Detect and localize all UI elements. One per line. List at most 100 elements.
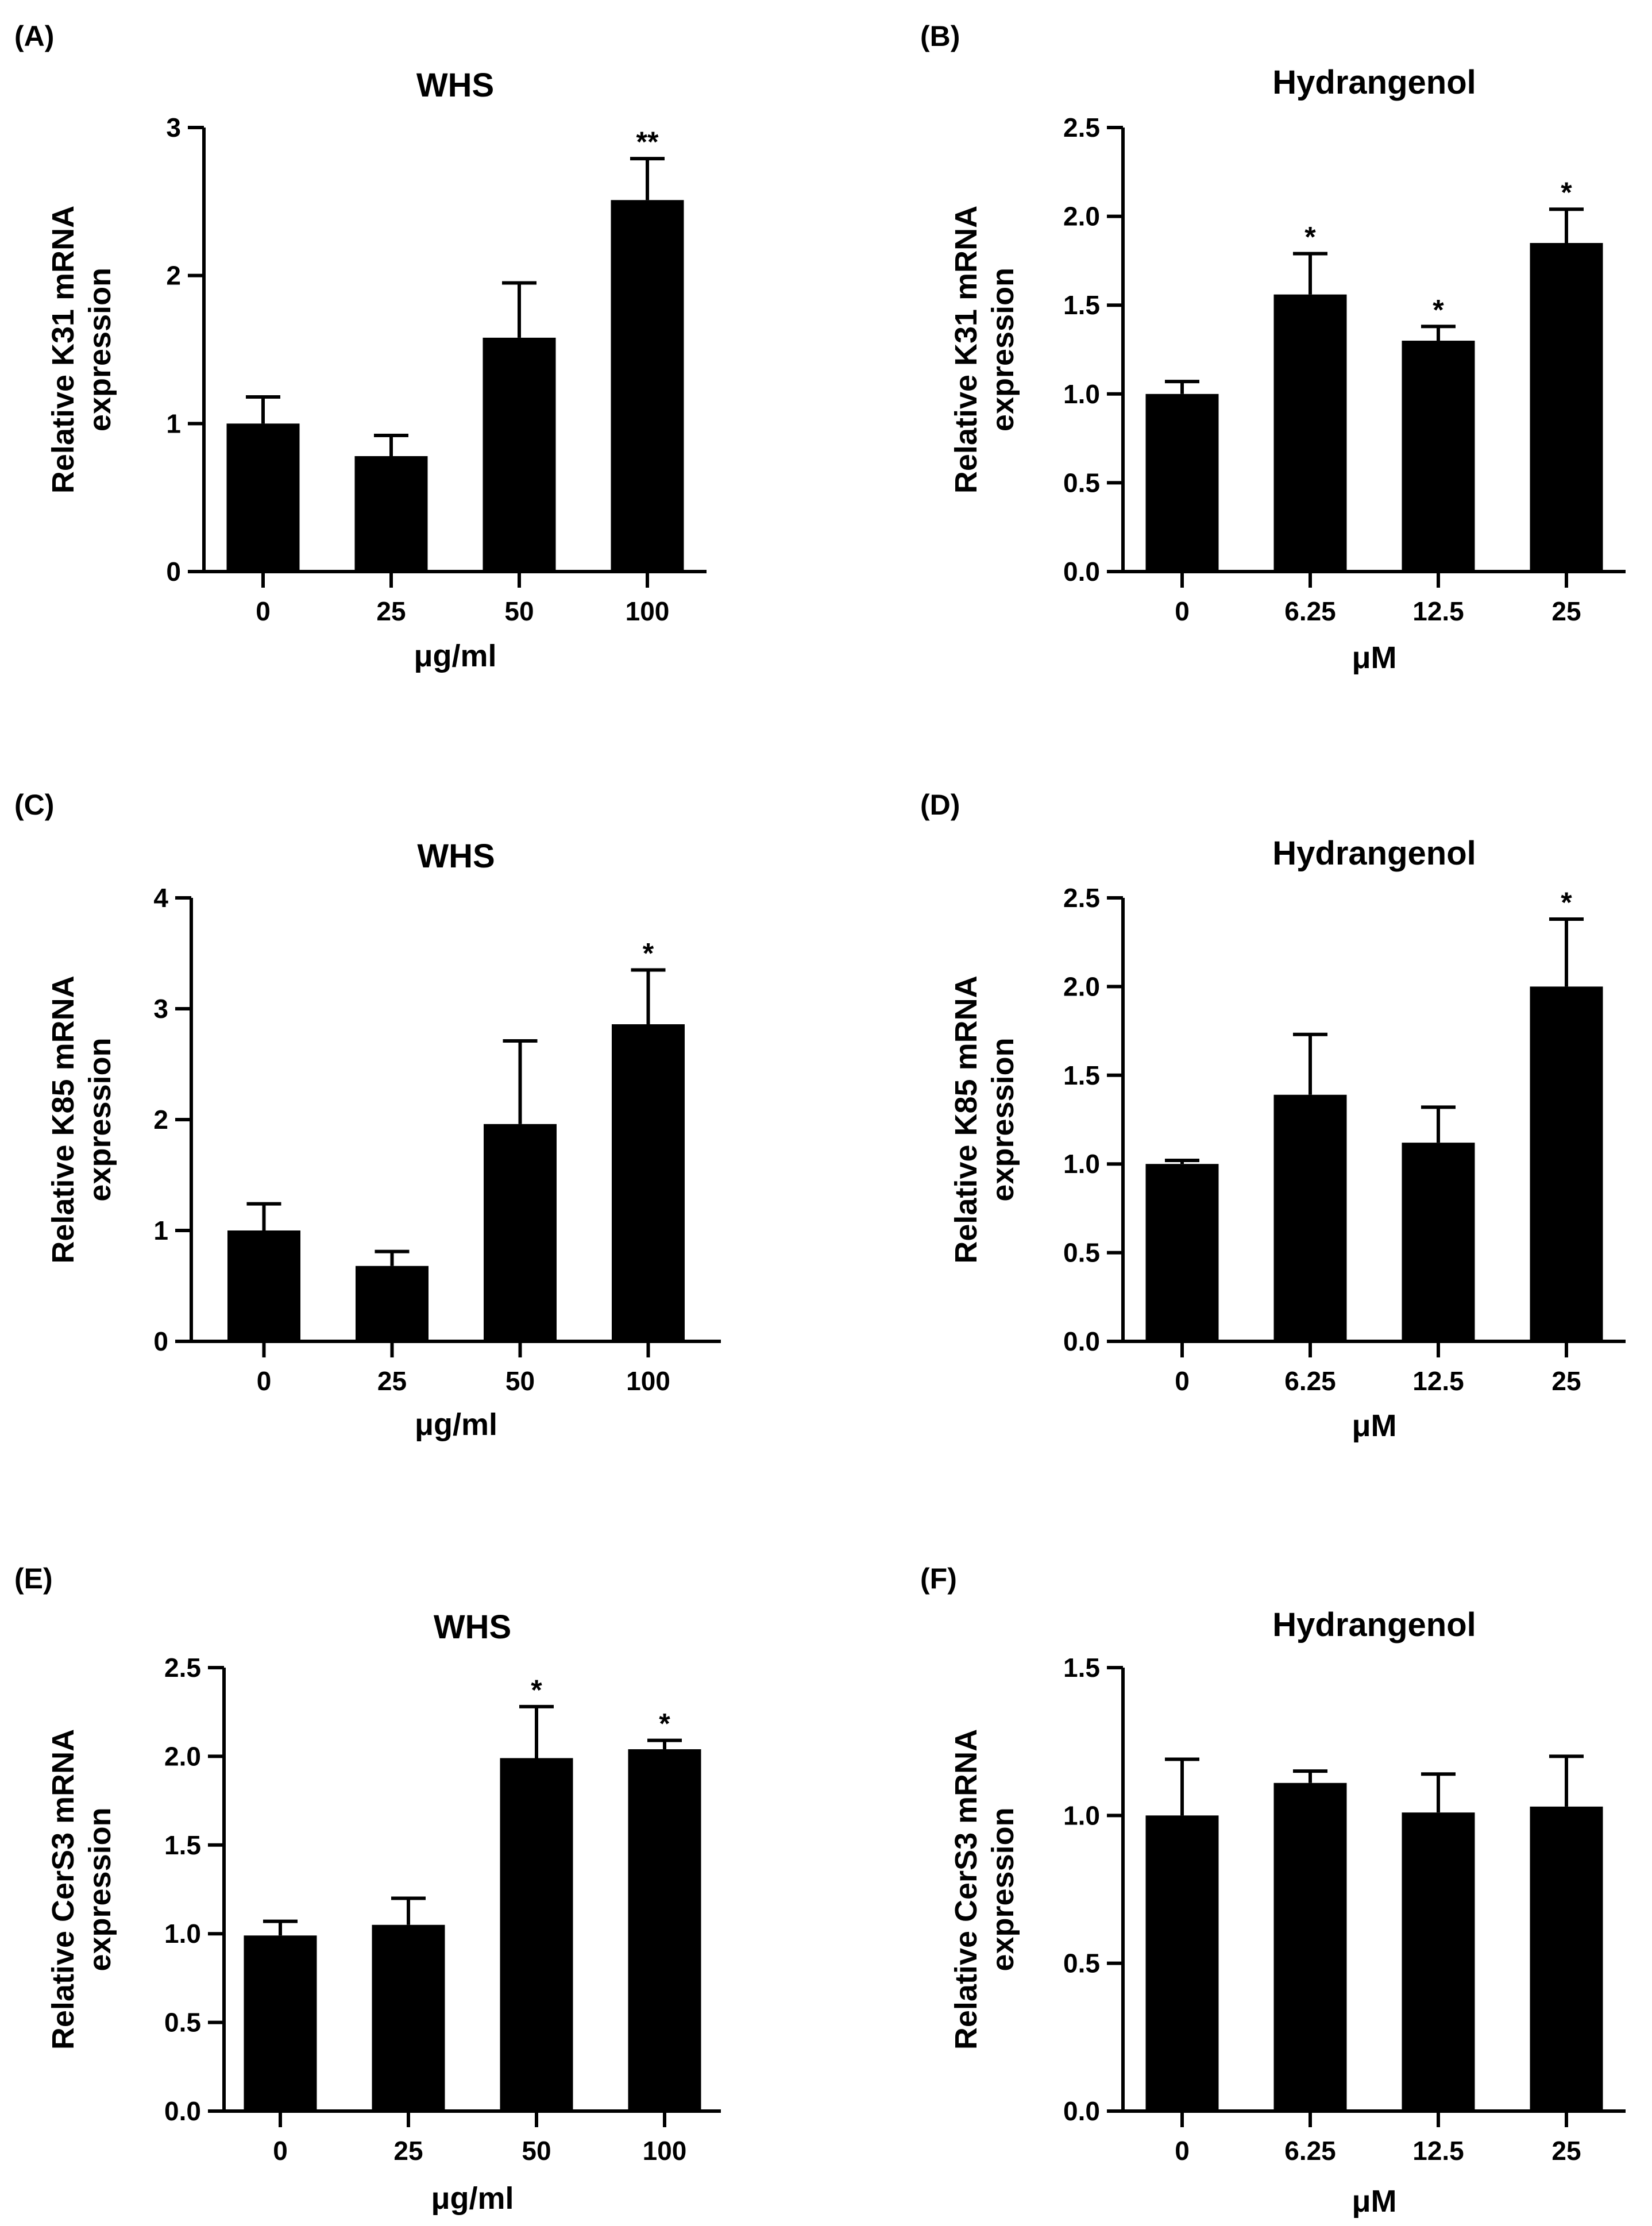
- bar: [1530, 1806, 1603, 2111]
- panel-a: (A) WHS 0 1 2 3 0 25 50 100 ** μg/ml Relative K31 mR…: [14, 20, 707, 673]
- x-tick-label: 50: [504, 596, 534, 626]
- x-tick-label: 25: [1551, 596, 1581, 626]
- bar: [1402, 1812, 1475, 2111]
- significance-marker: *: [1304, 221, 1316, 253]
- bar: [611, 200, 684, 572]
- significance-marker: *: [659, 1708, 670, 1740]
- bar: [1273, 294, 1347, 572]
- bar: [1530, 242, 1603, 572]
- y-tick-label: 2: [166, 261, 181, 291]
- x-tick-label: 12.5: [1412, 2136, 1464, 2166]
- panel-c: (C) WHS 0 1 2 3 4 0 25 50 100 * μg/ml Relative K85 mR…: [14, 789, 721, 1442]
- y-axis-label-line: Relative K85 mRNA: [46, 975, 80, 1263]
- significance-marker: *: [1561, 886, 1572, 919]
- bar: [500, 1758, 573, 2111]
- y-tick-label: 3: [153, 994, 168, 1024]
- significance-marker: **: [636, 126, 659, 158]
- panel-label: (F): [920, 1563, 957, 1595]
- y-axis-label-line: expression: [986, 1807, 1020, 1971]
- y-tick-label: 1.0: [1063, 1800, 1100, 1830]
- x-tick-label: 50: [522, 2136, 551, 2166]
- y-axis-label: Relative K85 mRNAexpression: [949, 975, 1020, 1263]
- x-tick-label: 50: [505, 1366, 535, 1396]
- bar: [1145, 393, 1219, 572]
- y-tick-label: 0.0: [1063, 557, 1100, 587]
- x-tick-label: 100: [626, 1366, 670, 1396]
- panel-label: (E): [14, 1563, 53, 1595]
- y-axis-label-line: expression: [83, 268, 117, 431]
- bar: [628, 1749, 701, 2111]
- x-tick-label: 0: [257, 1366, 272, 1396]
- x-tick-label: 25: [393, 2136, 423, 2166]
- y-tick-label: 1.0: [164, 1919, 201, 1949]
- bar: [227, 1230, 300, 1341]
- y-axis-label-line: Relative K31 mRNA: [46, 206, 80, 493]
- significance-marker: *: [643, 937, 654, 969]
- x-tick-label: 0: [1175, 1366, 1190, 1396]
- y-tick-label: 1: [166, 408, 181, 438]
- x-tick-label: 25: [1551, 2136, 1581, 2166]
- x-axis-label: μg/ml: [415, 1407, 497, 1442]
- chart-title: Hydrangenol: [1272, 835, 1476, 872]
- x-tick-label: 25: [1551, 1366, 1581, 1396]
- panel-label: (C): [14, 789, 54, 821]
- panel-label: (B): [920, 20, 960, 52]
- bar: [226, 423, 300, 572]
- y-tick-label: 0.5: [1063, 1949, 1100, 1978]
- y-tick-label: 2: [153, 1105, 168, 1135]
- y-axis-label: Relative K31 mRNAexpression: [949, 206, 1020, 493]
- bar: [484, 1124, 557, 1341]
- x-tick-label: 0: [256, 596, 271, 626]
- chart-title: WHS: [417, 838, 495, 875]
- bar: [1530, 986, 1603, 1341]
- y-axis-label-line: Relative CerS3 mRNA: [949, 1729, 983, 2050]
- y-axis-label: Relative K85 mRNAexpression: [46, 975, 117, 1263]
- bar: [356, 1266, 429, 1341]
- panel-d: (D) Hydrangenol 0.0 0.5 1.0 1.5 2.0 2.5 0 6.25 12.…: [920, 789, 1626, 1443]
- bar: [354, 456, 428, 572]
- x-tick-label: 100: [643, 2136, 687, 2166]
- x-tick-label: 12.5: [1412, 1366, 1464, 1396]
- y-tick-label: 2.0: [164, 1741, 201, 1771]
- y-axis-label-line: expression: [986, 1037, 1020, 1201]
- bar: [372, 1924, 445, 2111]
- y-axis-label-line: expression: [986, 268, 1020, 431]
- x-tick-label: 0: [1175, 2136, 1190, 2166]
- x-axis-label: μM: [1352, 641, 1396, 675]
- panel-e: (E) WHS 0.0 0.5 1.0 1.5 2.0 2.5 0 25 50 * 100 * μg/ml R…: [14, 1563, 721, 2216]
- x-tick-label: 6.25: [1284, 1366, 1336, 1396]
- y-tick-label: 2.5: [1063, 883, 1100, 913]
- y-tick-label: 0.5: [1063, 1238, 1100, 1268]
- y-tick-label: 2.0: [1063, 971, 1100, 1001]
- x-tick-label: 100: [626, 596, 670, 626]
- x-tick-label: 25: [377, 1366, 407, 1396]
- y-tick-label: 0.0: [1063, 2096, 1100, 2126]
- y-axis-label-line: expression: [83, 1037, 117, 1201]
- y-axis-label-line: Relative K85 mRNA: [949, 975, 983, 1263]
- x-tick-label: 6.25: [1284, 2136, 1336, 2166]
- y-axis-label: Relative CerS3 mRNAexpression: [46, 1729, 117, 2050]
- panel-b: (B) Hydrangenol 0.0 0.5 1.0 1.5 2.0 2.5 0 6.25 * 12…: [920, 20, 1626, 675]
- y-tick-label: 0.5: [164, 2008, 201, 2038]
- x-axis-label: μM: [1352, 2184, 1396, 2219]
- x-tick-label: 0: [273, 2136, 288, 2166]
- bar: [1402, 341, 1475, 572]
- bar: [1273, 1783, 1347, 2111]
- chart-title: Hydrangenol: [1272, 1606, 1476, 1644]
- y-axis-label-line: Relative CerS3 mRNA: [46, 1729, 80, 2050]
- chart-title: WHS: [416, 67, 494, 104]
- y-tick-label: 1.5: [164, 1830, 201, 1860]
- y-tick-label: 0.5: [1063, 468, 1100, 497]
- bar: [483, 337, 556, 572]
- bar: [1145, 1164, 1219, 1341]
- bar: [612, 1024, 685, 1341]
- chart-title: WHS: [434, 1608, 511, 1646]
- y-tick-label: 0: [153, 1326, 168, 1356]
- x-tick-label: 0: [1175, 596, 1190, 626]
- bar: [1402, 1143, 1475, 1341]
- panel-f: (F) Hydrangenol 0.0 0.5 1.0 1.5 0 6.25 12.5 25 μM R…: [920, 1563, 1626, 2219]
- significance-marker: *: [1561, 176, 1572, 209]
- y-tick-label: 0.0: [1063, 1326, 1100, 1356]
- y-tick-label: 0: [166, 557, 181, 587]
